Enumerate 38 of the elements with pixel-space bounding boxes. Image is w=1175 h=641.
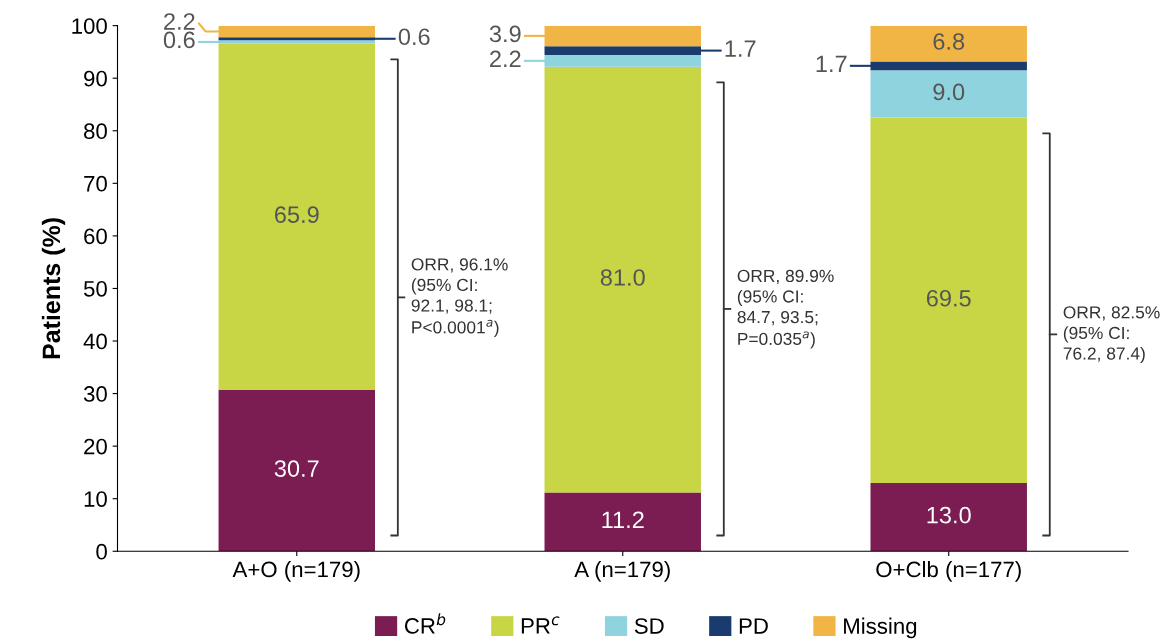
y-tick-label: 30 xyxy=(83,386,107,402)
x-tick-label: A (n=179) xyxy=(574,560,670,582)
data-label: 2.2 xyxy=(164,13,195,30)
data-label: 69.5 xyxy=(926,289,971,307)
data-label: 1.7 xyxy=(725,40,756,57)
annotation: ORR, 89.9% (95% CI: 84.7, 93.5; P=0.035$^{a}$) xyxy=(737,269,834,349)
data-label: 0.6 xyxy=(398,28,430,46)
annotation: ORR, 82.5% (95% CI: 76.2, 87.4) xyxy=(1063,306,1160,364)
data-label: 30.7 xyxy=(274,460,319,477)
y-tick-label: 0 xyxy=(96,543,107,560)
y-tick-label: 80 xyxy=(84,123,107,140)
annotation: ORR, 96.1% (95% CI: 92.1, 98.1; P<0.0001$^{a}$) xyxy=(411,258,508,337)
data-label: 3.9 xyxy=(489,25,521,43)
data-label: 1.7 xyxy=(816,55,847,72)
y-tick-label: 20 xyxy=(84,438,107,455)
legend-label: SD xyxy=(634,618,664,634)
y-tick-label: 70 xyxy=(84,175,107,192)
y-tick-label: 10 xyxy=(84,491,107,507)
y-axis-title: Patients (%) xyxy=(41,218,66,359)
data-label: 2.2 xyxy=(490,50,521,67)
y-tick-label: 100 xyxy=(72,18,107,34)
x-tick-label: A+O (n=179) xyxy=(232,560,360,582)
data-label: 81.0 xyxy=(600,269,645,286)
y-tick-label: 90 xyxy=(84,70,107,87)
y-tick-label: 60 xyxy=(84,228,107,245)
data-label: 6.8 xyxy=(933,33,965,50)
legend-label: Missing xyxy=(844,617,917,639)
y-tick-label: 40 xyxy=(83,333,107,350)
x-tick-label: O+Clb (n=177) xyxy=(876,560,1021,582)
legend-label: CR$^{b}$ xyxy=(404,613,446,634)
data-label: 11.2 xyxy=(602,511,644,528)
legend-label: PD xyxy=(739,618,768,634)
data-label: 13.0 xyxy=(927,506,971,524)
y-tick-label: 50 xyxy=(83,280,107,297)
data-label: 9.0 xyxy=(933,83,965,101)
data-label: 65.9 xyxy=(275,206,319,224)
data-label: 0.6 xyxy=(163,31,195,49)
legend-label: PR$^{c}$ xyxy=(521,616,560,634)
